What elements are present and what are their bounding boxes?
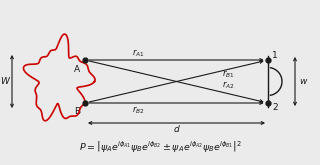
Text: $r_{B1}$: $r_{B1}$ bbox=[222, 68, 234, 80]
Text: d: d bbox=[174, 126, 180, 134]
Text: 1: 1 bbox=[272, 51, 278, 61]
Text: $r_{B2}$: $r_{B2}$ bbox=[132, 104, 144, 116]
Text: W: W bbox=[1, 77, 9, 86]
Text: 2: 2 bbox=[272, 102, 278, 112]
Text: $r_{A1}$: $r_{A1}$ bbox=[132, 47, 144, 59]
Text: w: w bbox=[299, 77, 307, 86]
Text: $r_{A2}$: $r_{A2}$ bbox=[222, 79, 234, 91]
Text: B: B bbox=[74, 108, 80, 116]
Text: A: A bbox=[74, 65, 80, 73]
Text: $P = \left|\psi_A e^{i\phi_{A1}} \psi_B e^{i\phi_{B2}} \pm \psi_A e^{i\phi_{A2}}: $P = \left|\psi_A e^{i\phi_{A1}} \psi_B … bbox=[79, 139, 241, 154]
